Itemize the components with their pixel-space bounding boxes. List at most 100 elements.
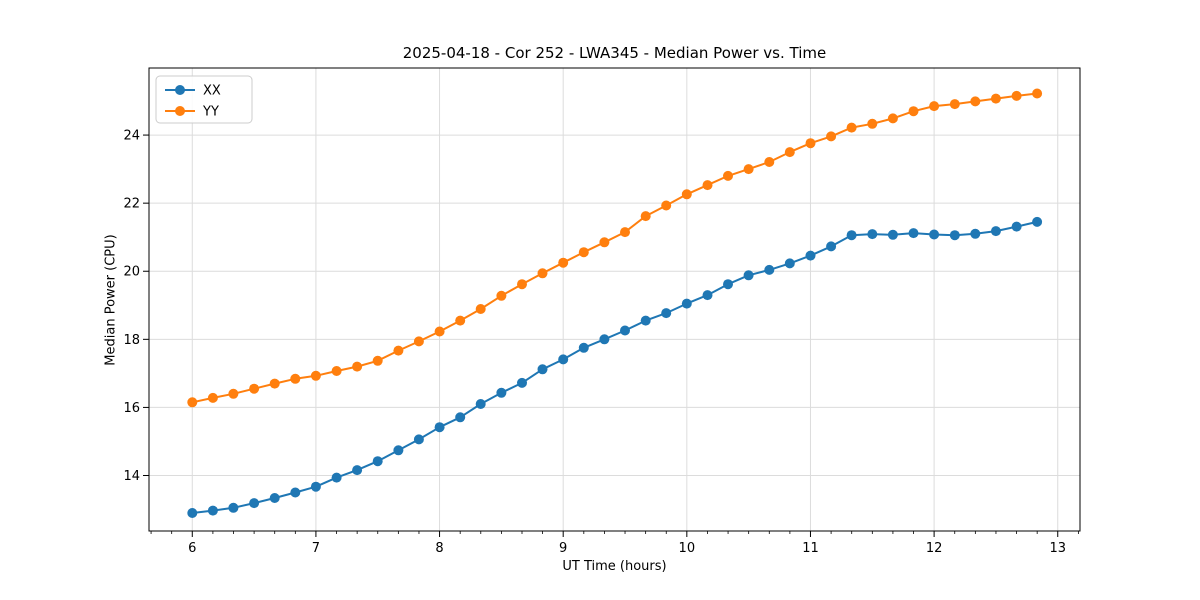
data-point-xx xyxy=(352,465,363,476)
data-point-yy xyxy=(970,96,981,107)
x-tick-label: 12 xyxy=(926,541,943,556)
data-point-yy xyxy=(640,211,651,222)
data-point-xx xyxy=(743,270,754,281)
data-point-xx xyxy=(949,230,960,241)
data-point-xx xyxy=(475,399,486,409)
data-point-xx xyxy=(187,508,198,518)
data-point-yy xyxy=(290,373,301,384)
data-point-yy xyxy=(723,170,733,181)
data-point-xx xyxy=(331,472,342,483)
data-point-xx xyxy=(393,445,404,456)
data-point-yy xyxy=(496,290,507,301)
data-point-yy xyxy=(187,397,198,408)
data-point-yy xyxy=(846,122,857,133)
data-point-yy xyxy=(413,336,424,347)
y-tick-label: 18 xyxy=(123,333,140,348)
y-tick-label: 20 xyxy=(123,265,140,280)
data-point-xx xyxy=(207,505,218,516)
data-point-yy xyxy=(681,189,692,200)
data-point-xx xyxy=(1011,221,1022,232)
data-point-yy xyxy=(784,147,795,158)
major-ticks xyxy=(143,134,1059,537)
data-point-yy xyxy=(310,370,321,381)
legend-entry-yy: YY xyxy=(165,105,219,120)
data-point-yy xyxy=(269,378,280,389)
data-point-xx xyxy=(496,387,507,398)
data-point-xx xyxy=(970,228,981,239)
y-axis-label: Median Power (CPU) xyxy=(103,234,119,366)
data-point-yy xyxy=(455,315,466,326)
legend: XX YY xyxy=(155,75,253,124)
data-point-xx xyxy=(723,279,733,290)
data-point-xx xyxy=(661,308,672,319)
tick-labels: 6 7 8 9 10 11 12 13 14 16 18 20 22 24 xyxy=(123,129,1066,556)
data-point-yy xyxy=(620,227,630,238)
data-point-yy xyxy=(331,366,342,376)
data-point-yy xyxy=(578,247,589,258)
data-point-xx xyxy=(578,342,589,353)
legend-marker-icon xyxy=(175,85,185,95)
data-point-xx xyxy=(908,228,919,239)
data-point-xx xyxy=(764,264,775,275)
data-point-yy xyxy=(249,383,260,394)
data-point-xx xyxy=(702,290,713,301)
data-point-yy xyxy=(908,106,919,117)
data-point-xx xyxy=(620,325,630,336)
series-xx xyxy=(187,216,1043,518)
axes-spines xyxy=(148,67,1081,532)
x-tick-label: 8 xyxy=(435,541,443,556)
y-tick-label: 22 xyxy=(123,197,140,212)
data-point-yy xyxy=(558,257,569,268)
data-point-yy xyxy=(990,93,1001,104)
x-tick-label: 9 xyxy=(559,541,567,556)
data-point-yy xyxy=(949,99,960,110)
legend-label: YY xyxy=(202,105,219,120)
data-point-xx xyxy=(558,354,569,365)
data-point-yy xyxy=(702,180,713,191)
data-point-xx xyxy=(887,229,898,240)
grid xyxy=(149,68,1080,531)
data-point-xx xyxy=(290,487,301,498)
series-xx-line xyxy=(191,220,1039,514)
data-point-yy xyxy=(805,138,816,149)
legend-marker-icon xyxy=(175,106,185,116)
chart-title: 2025-04-18 - Cor 252 - LWA345 - Median P… xyxy=(402,44,827,62)
data-point-xx xyxy=(517,377,527,388)
data-point-xx xyxy=(681,298,692,309)
data-point-yy xyxy=(207,392,218,403)
data-point-yy xyxy=(1011,90,1022,101)
data-point-yy xyxy=(599,237,610,248)
series-yy-line xyxy=(191,92,1039,404)
data-point-yy xyxy=(228,388,239,399)
data-point-xx xyxy=(537,364,548,375)
data-point-yy xyxy=(393,345,404,356)
data-point-yy xyxy=(867,118,878,129)
data-point-xx xyxy=(990,226,1001,237)
series-yy xyxy=(187,88,1043,408)
x-tick-label: 6 xyxy=(188,541,196,556)
x-tick-label: 7 xyxy=(312,541,320,556)
x-tick-label: 11 xyxy=(802,541,819,556)
data-point-xx xyxy=(640,315,651,326)
x-tick-label: 13 xyxy=(1049,541,1066,556)
legend-entry-xx: XX xyxy=(165,84,221,99)
data-point-xx xyxy=(249,498,260,509)
data-point-yy xyxy=(764,157,775,167)
data-point-yy xyxy=(887,113,898,124)
data-point-xx xyxy=(455,412,466,423)
data-point-xx xyxy=(269,493,280,503)
data-point-xx xyxy=(846,230,857,241)
data-point-xx xyxy=(784,258,795,269)
data-point-xx xyxy=(826,241,837,252)
data-point-yy xyxy=(517,279,527,290)
data-point-xx xyxy=(434,422,445,433)
data-point-yy xyxy=(661,200,672,211)
data-point-yy xyxy=(352,361,363,372)
data-point-yy xyxy=(743,164,754,175)
x-minor-ticks xyxy=(150,531,1079,534)
x-tick-label: 10 xyxy=(679,541,696,556)
data-point-yy xyxy=(537,268,548,279)
data-point-yy xyxy=(475,304,486,314)
